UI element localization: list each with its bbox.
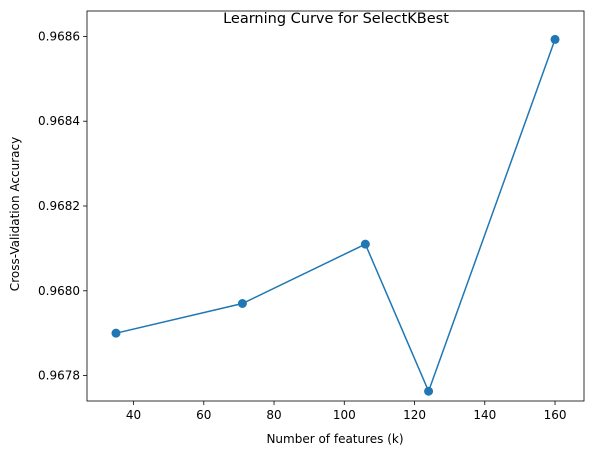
y-tick-label: 0.9680	[38, 284, 80, 298]
y-tick-label: 0.9682	[38, 199, 80, 213]
series-line	[115, 39, 556, 394]
data-point	[111, 328, 121, 338]
x-tick-label: 120	[403, 408, 426, 422]
y-axis-label: Cross-Validation Accuracy	[8, 137, 22, 291]
chart-title: Learning Curve for SelectKBest	[223, 11, 449, 27]
x-tick-label: 60	[196, 408, 211, 422]
data-point	[550, 34, 560, 44]
y-tick-label: 0.9678	[38, 369, 80, 383]
data-point	[424, 386, 434, 396]
x-tick-label: 140	[473, 408, 496, 422]
series-layer	[111, 34, 560, 396]
x-tick-label: 40	[126, 408, 141, 422]
y-tick-label: 0.9686	[38, 29, 80, 43]
x-tick-label: 100	[333, 408, 356, 422]
x-tick-label: 80	[266, 408, 281, 422]
x-axis-label: Number of features (k)	[266, 432, 403, 446]
axis-ticks: 40 60 80 100 120 140 160 0.9678 0.9680 0.9682 0.96…	[38, 29, 566, 422]
y-tick-label: 0.9684	[38, 114, 80, 128]
data-point	[237, 299, 247, 308]
data-point	[360, 239, 370, 249]
plot-frame	[86, 10, 585, 402]
x-tick-label: 160	[544, 408, 567, 422]
